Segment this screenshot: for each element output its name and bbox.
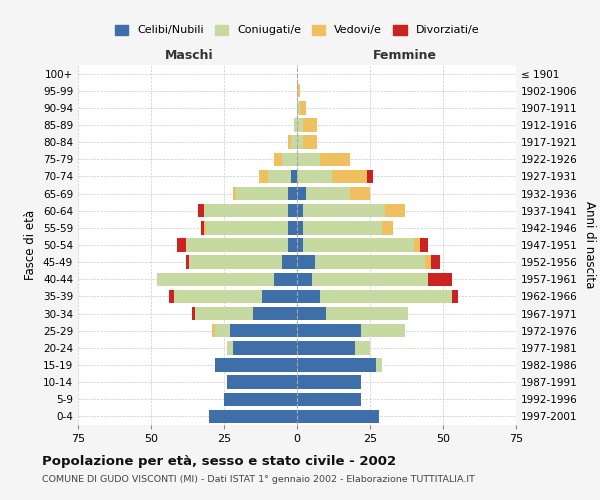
Bar [209,410,297,423]
Bar [169,290,175,303]
Bar [332,170,367,183]
Bar [215,358,297,372]
Bar [259,170,268,183]
Bar [288,204,297,218]
Bar [303,238,414,252]
Bar [253,307,297,320]
Bar [361,324,405,338]
Bar [157,272,274,286]
Bar [192,307,195,320]
Bar [291,170,297,183]
Bar [203,221,206,234]
Bar [414,238,419,252]
Bar [288,187,297,200]
Bar [186,256,189,269]
Bar [215,324,230,338]
Bar [297,324,361,338]
Bar [283,152,297,166]
Bar [385,204,405,218]
Bar [283,256,297,269]
Bar [297,392,361,406]
Bar [291,136,297,149]
Bar [297,187,306,200]
Bar [297,256,314,269]
Bar [198,204,203,218]
Bar [297,341,355,354]
Bar [320,290,452,303]
Bar [431,256,440,269]
Bar [189,256,283,269]
Bar [297,118,303,132]
Bar [297,376,361,389]
Text: COMUNE DI GUDO VISCONTI (MI) - Dati ISTAT 1° gennaio 2002 - Elaborazione TUTTITA: COMUNE DI GUDO VISCONTI (MI) - Dati ISTA… [42,475,475,484]
Bar [297,170,332,183]
Bar [288,238,297,252]
Bar [230,324,297,338]
Bar [200,221,203,234]
Text: Femmine: Femmine [373,48,437,62]
Bar [314,256,425,269]
Bar [320,152,350,166]
Bar [227,341,233,354]
Y-axis label: Anni di nascita: Anni di nascita [583,202,596,288]
Bar [297,238,303,252]
Text: Popolazione per età, sesso e stato civile - 2002: Popolazione per età, sesso e stato civil… [42,455,396,468]
Bar [311,272,428,286]
Bar [367,170,373,183]
Bar [297,101,300,114]
Bar [419,238,428,252]
Bar [177,238,186,252]
Bar [262,290,297,303]
Bar [326,307,408,320]
Bar [303,136,317,149]
Bar [297,272,311,286]
Bar [227,376,297,389]
Bar [274,272,297,286]
Bar [288,136,291,149]
Bar [452,290,458,303]
Bar [297,410,379,423]
Bar [268,170,291,183]
Bar [203,204,288,218]
Bar [297,84,300,98]
Bar [206,221,288,234]
Bar [300,101,306,114]
Bar [236,187,288,200]
Bar [297,358,376,372]
Bar [297,221,303,234]
Y-axis label: Fasce di età: Fasce di età [25,210,37,280]
Text: Maschi: Maschi [164,48,213,62]
Bar [186,238,288,252]
Bar [297,307,326,320]
Bar [297,152,320,166]
Bar [297,290,320,303]
Bar [224,392,297,406]
Legend: Celibi/Nubili, Coniugati/e, Vedovi/e, Divorziati/e: Celibi/Nubili, Coniugati/e, Vedovi/e, Di… [110,20,484,40]
Bar [303,118,317,132]
Bar [382,221,394,234]
Bar [425,256,431,269]
Bar [297,204,303,218]
Bar [306,187,350,200]
Bar [303,221,382,234]
Bar [233,187,236,200]
Bar [175,290,262,303]
Bar [297,136,303,149]
Bar [212,324,215,338]
Bar [376,358,382,372]
Bar [350,187,370,200]
Bar [303,204,385,218]
Bar [274,152,283,166]
Bar [294,118,297,132]
Bar [195,307,253,320]
Bar [233,341,297,354]
Bar [355,341,370,354]
Bar [288,221,297,234]
Bar [428,272,452,286]
